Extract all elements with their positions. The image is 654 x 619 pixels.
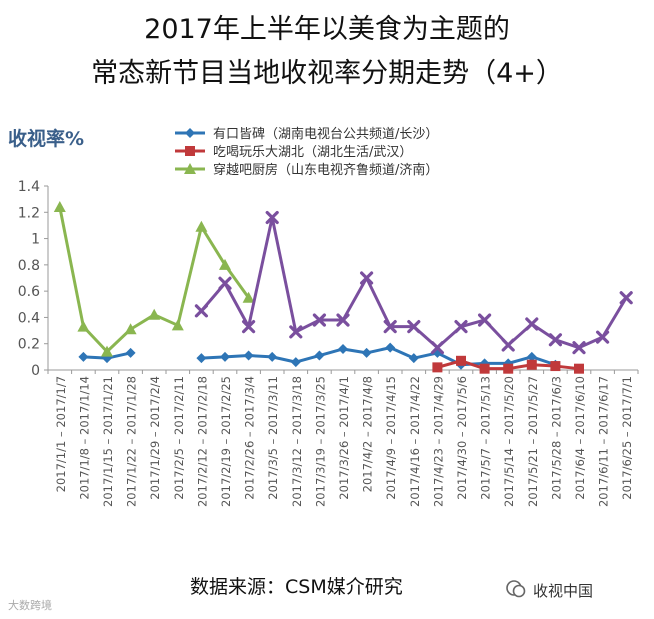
y-tick-label: 0.8 — [18, 258, 40, 274]
series-2-point — [53, 201, 66, 213]
series-3-point — [312, 313, 326, 327]
series-0-point — [78, 351, 89, 362]
x-tick-label: 2017/3/12 – 2017/3/18 — [290, 376, 304, 507]
series-0-line — [201, 346, 556, 367]
series-1-point — [456, 355, 466, 366]
y-tick-label: 1.4 — [18, 179, 40, 195]
y-tick-label: 0.6 — [18, 284, 40, 300]
y-tick-label: 1.2 — [18, 205, 40, 221]
series-3-point — [336, 313, 350, 327]
wechat-icon — [506, 580, 526, 598]
x-tick-label: 2017/3/19 – 2017/3/25 — [313, 376, 327, 507]
y-tick-label: 0.4 — [18, 310, 40, 326]
x-tick-label: 2017/2/26 – 2017/3/4 — [243, 376, 257, 500]
chart-title-line1: 2017年上半年以美食为主题的 — [144, 14, 510, 45]
series-0-point — [361, 347, 372, 358]
series-1-point — [526, 359, 537, 370]
x-tick-label: 2017/4/30 – 2017/5/6 — [455, 376, 469, 500]
series-1-point — [479, 363, 490, 374]
brand-label: 收视中国 — [533, 582, 594, 600]
x-tick-label: 2017/6/11 – 2017/6/17 — [597, 376, 611, 507]
legend-label-2: 穿越吧厨房（山东电视齐鲁频道/济南） — [213, 162, 438, 178]
watermark: 大数跨境 — [8, 599, 52, 612]
legend-label-1: 吃喝玩乐大湖北（湖北生活/武汉） — [213, 144, 412, 160]
y-tick-label: 0 — [31, 363, 40, 379]
source-note: 数据来源：CSM媒介研究 — [190, 576, 403, 598]
series-3-point — [242, 320, 256, 334]
series-0-point — [314, 350, 325, 361]
legend-marker-2 — [184, 163, 196, 174]
series-1-point — [574, 363, 584, 374]
y-axis-label: 收视率% — [8, 128, 85, 150]
x-tick-label: 2017/5/21 – 2017/5/27 — [526, 376, 540, 507]
x-tick-label: 2017/4/2 – 2017/4/8 — [361, 376, 375, 492]
x-tick-label: 2017/4/9 – 2017/4/15 — [384, 376, 398, 500]
series-2-point — [242, 291, 255, 303]
x-tick-label: 2017/6/25 – 2017/7/1 — [620, 376, 634, 500]
x-tick-label: 2017/3/5 – 2017/3/11 — [266, 376, 280, 500]
x-tick-label: 2017/5/28 – 2017/6/3 — [549, 376, 563, 500]
series-3-point — [383, 320, 397, 334]
series-3-point — [430, 341, 444, 355]
series-3-point — [360, 271, 374, 285]
series-3-point — [289, 325, 303, 339]
series-3-point — [619, 291, 633, 305]
x-tick-label: 2017/2/19 – 2017/2/25 — [219, 376, 233, 507]
series-0-point — [267, 351, 278, 362]
series-3-point — [218, 276, 232, 290]
line-chart: 0 0.2 0.4 0.6 0.8 1 1.2 1.4 2017/1/1 – 2017/1/7 2… — [18, 126, 639, 507]
series-0-point — [385, 342, 396, 353]
series-2-point — [77, 320, 90, 332]
x-tick-label: 2017/1/15 – 2017/1/21 — [101, 376, 115, 507]
x-tick-label: 2017/5/14 – 2017/5/20 — [502, 376, 516, 507]
series-3-point — [454, 320, 468, 334]
x-tick-label: 2017/4/16 – 2017/4/22 — [408, 376, 422, 507]
x-tick-label: 2017/2/5 – 2017/2/11 — [172, 376, 186, 500]
x-tick-label: 2017/1/29 – 2017/2/4 — [148, 376, 162, 500]
series-0-point — [526, 351, 537, 362]
series-3-point — [265, 210, 279, 225]
series-0-point — [196, 353, 207, 364]
series-3-point — [572, 341, 586, 355]
series-2-point — [171, 319, 184, 331]
series-2-point — [148, 308, 161, 320]
y-tick-label: 1 — [31, 232, 40, 248]
series-3-point — [478, 313, 492, 327]
x-tick-label: 2017/1/22 – 2017/1/28 — [125, 376, 139, 507]
x-tick-label: 2017/1/1 – 2017/1/7 — [54, 376, 68, 492]
series-1-point — [432, 362, 443, 373]
series-2-point — [101, 345, 113, 357]
legend-label-0: 有口皆碑（湖南电视台公共频道/长沙） — [213, 126, 438, 142]
series-3-point — [596, 330, 610, 344]
series-0-point — [338, 343, 348, 354]
x-tick-label: 2017/5/7 – 2017/5/13 — [479, 376, 493, 500]
series-0-point — [220, 351, 230, 362]
series-0-point — [290, 357, 301, 368]
x-tick-label: 2017/2/12 – 2017/2/18 — [195, 376, 209, 507]
series-0-point — [243, 350, 254, 361]
y-tick-label: 0.2 — [18, 337, 40, 353]
chart-title-line2: 常态新节目当地收视率分期走势（4+） — [91, 58, 563, 89]
x-tick-label: 2017/3/26 – 2017/4/1 — [337, 376, 351, 500]
legend-marker-0 — [185, 128, 195, 138]
x-tick-label: 2017/4/23 – 2017/4/29 — [431, 376, 445, 507]
series-3-point — [407, 320, 421, 334]
series-1-point — [503, 363, 514, 374]
series-0-point — [408, 353, 419, 364]
series-2-point — [219, 258, 231, 270]
series-3-point — [548, 333, 562, 347]
x-tick-label: 2017/6/4 – 2017/6/10 — [573, 376, 587, 500]
x-tick-label: 2017/1/8 – 2017/1/14 — [77, 376, 91, 500]
series-1-point — [550, 361, 561, 372]
series-3-point — [525, 317, 539, 331]
series-2-point — [124, 323, 137, 335]
series-3-point — [501, 338, 515, 352]
legend-marker-1 — [185, 146, 195, 156]
series-3-point — [194, 304, 208, 318]
series-2-point — [195, 220, 208, 232]
series-0-point — [125, 347, 136, 358]
